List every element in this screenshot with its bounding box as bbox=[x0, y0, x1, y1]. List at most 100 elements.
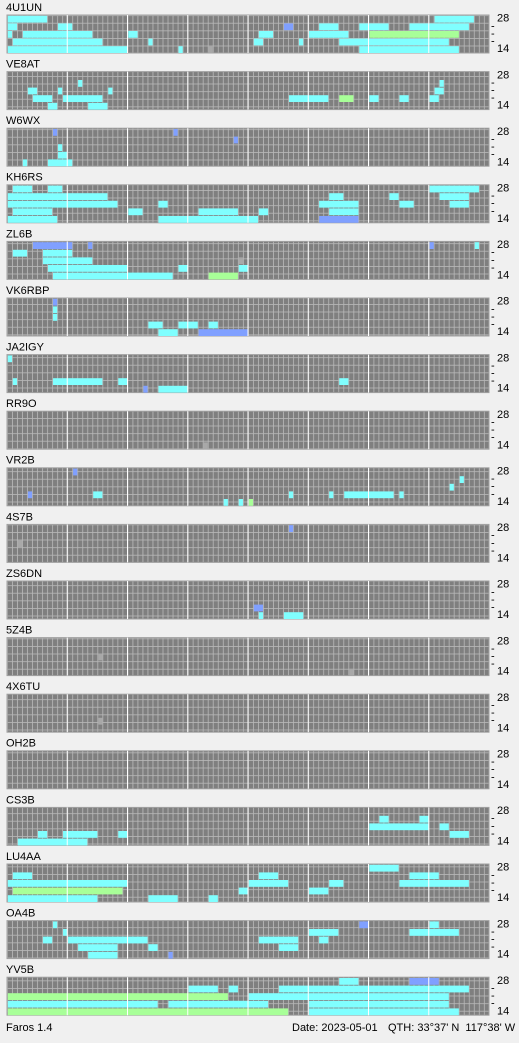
beacon-hit bbox=[309, 1000, 449, 1008]
band-label-mid: - bbox=[491, 869, 495, 881]
beacon-hit bbox=[7, 355, 13, 363]
beacon-hit bbox=[283, 612, 304, 619]
beacon-hit bbox=[178, 46, 183, 53]
band-label-mid: - bbox=[491, 36, 495, 48]
callsign: 4S7B bbox=[6, 511, 33, 523]
band-label-mid: - bbox=[491, 707, 495, 719]
beacon-hit bbox=[12, 185, 33, 193]
beacon-hit bbox=[329, 208, 359, 216]
beacon-hit bbox=[238, 887, 248, 895]
beacon-hit bbox=[52, 129, 58, 136]
beacon-hit bbox=[329, 193, 344, 200]
beacon-hit bbox=[88, 102, 108, 110]
beacon-hit bbox=[434, 15, 474, 23]
beacon-hit bbox=[399, 491, 404, 499]
beacon-hit bbox=[429, 185, 479, 193]
band-label-mid: - bbox=[491, 198, 495, 210]
beacon-hit bbox=[238, 257, 243, 265]
beacon-hit bbox=[32, 242, 73, 249]
beacon-hit bbox=[63, 95, 103, 102]
callsign: ZL6B bbox=[6, 228, 32, 240]
band-label-mid: - bbox=[491, 262, 495, 274]
beacon-hit bbox=[203, 442, 208, 450]
beacon-hit bbox=[88, 951, 118, 959]
band-label-mid: - bbox=[491, 764, 495, 776]
beacon-hit bbox=[17, 838, 88, 846]
beacon-hit bbox=[309, 929, 339, 936]
beacon-hit bbox=[233, 136, 238, 144]
beacon-hit bbox=[37, 831, 48, 838]
band-label-mid: - bbox=[491, 983, 495, 995]
callsign: VE8AT bbox=[6, 59, 40, 71]
beacon-hit bbox=[369, 823, 429, 831]
band-label-mid: - bbox=[491, 537, 495, 549]
beacon-hit bbox=[339, 978, 359, 985]
band-label-top: 28 bbox=[497, 69, 509, 81]
band-label-bottom: 14 bbox=[497, 836, 509, 848]
beacon-hit bbox=[47, 185, 63, 193]
callsign: KH6RS bbox=[6, 172, 43, 184]
beacon-hit bbox=[349, 668, 354, 676]
beacon-hit bbox=[7, 895, 98, 902]
beacon-hit bbox=[429, 921, 439, 929]
band-label-top: 28 bbox=[497, 126, 509, 138]
beacon-hit bbox=[449, 200, 469, 208]
app-version: Faros 1.4 bbox=[6, 1022, 52, 1034]
beacon-hit bbox=[369, 31, 459, 38]
beacon-hit bbox=[379, 815, 389, 823]
beacon-hit bbox=[12, 208, 53, 216]
beacon-hit bbox=[329, 880, 344, 887]
beacon-hit bbox=[98, 717, 103, 725]
band-label-mid: - bbox=[491, 586, 495, 598]
band-label-mid: - bbox=[491, 545, 495, 557]
beacon-hit bbox=[7, 1000, 158, 1008]
beacon-hit bbox=[12, 38, 103, 46]
band-label-mid: - bbox=[491, 319, 495, 331]
beacon-hit bbox=[258, 612, 264, 619]
beacon-hit bbox=[173, 129, 178, 136]
band-label-mid: - bbox=[491, 205, 495, 217]
callsign: CS3B bbox=[6, 794, 35, 806]
band-label-mid: - bbox=[491, 481, 495, 493]
band-label-mid: - bbox=[491, 828, 495, 840]
beacon-hit bbox=[409, 23, 469, 31]
beacon-hit bbox=[168, 1000, 269, 1008]
band-label-mid: - bbox=[491, 715, 495, 727]
beacon-hit bbox=[369, 95, 379, 102]
beacon-hit bbox=[309, 887, 329, 895]
beacon-hit bbox=[118, 831, 128, 838]
callsign: ZS6DN bbox=[6, 568, 42, 580]
band-label-mid: - bbox=[491, 473, 495, 485]
band-label-bottom: 14 bbox=[497, 722, 509, 734]
callsign: 4U1UN bbox=[6, 2, 42, 14]
beacon-hit bbox=[52, 298, 58, 306]
band-label-bottom: 14 bbox=[497, 609, 509, 621]
beacon-hit bbox=[63, 831, 98, 838]
beacon-hit bbox=[258, 936, 299, 944]
beacon-hit bbox=[78, 80, 83, 87]
beacon-hit bbox=[253, 604, 264, 612]
beacon-hit bbox=[409, 929, 459, 936]
beacon-hit bbox=[27, 491, 33, 499]
beacon-hit bbox=[359, 921, 369, 929]
beacon-hit bbox=[93, 491, 103, 499]
band-label-mid: - bbox=[491, 756, 495, 768]
beacon-hit bbox=[434, 87, 444, 95]
beacon-hit bbox=[208, 272, 238, 280]
band-label-top: 28 bbox=[497, 975, 509, 987]
beacon-hit bbox=[299, 38, 304, 46]
callsign: 5Z4B bbox=[6, 625, 32, 637]
beacon-hit bbox=[148, 38, 153, 46]
beacon-hit bbox=[258, 872, 279, 880]
band-label-mid: - bbox=[491, 368, 495, 380]
beacon-hit bbox=[278, 985, 469, 993]
beacon-hit bbox=[73, 468, 78, 476]
callsign: OA4B bbox=[6, 908, 35, 920]
band-label-mid: - bbox=[491, 77, 495, 89]
beacon-hit bbox=[389, 193, 399, 200]
band-label-bottom: 14 bbox=[497, 383, 509, 395]
band-label-mid: - bbox=[491, 602, 495, 614]
beacon-hit bbox=[399, 880, 469, 887]
beacon-hit bbox=[22, 31, 93, 38]
band-label-mid: - bbox=[491, 926, 495, 938]
